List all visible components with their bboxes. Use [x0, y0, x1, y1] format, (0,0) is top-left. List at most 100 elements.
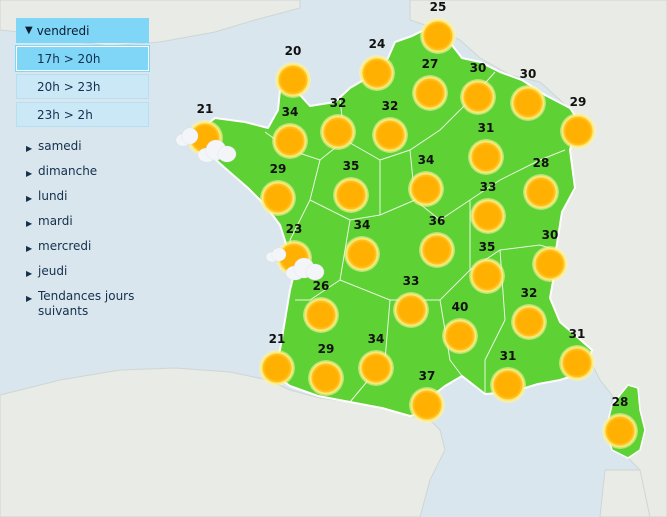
sun-icon — [272, 123, 308, 159]
sun-icon — [511, 304, 547, 340]
temperature-label: 29 — [569, 95, 587, 109]
city-marker-dijon[interactable]: 33 — [466, 180, 510, 240]
temperature-label: 28 — [611, 395, 629, 409]
triangle-right-icon: ▶ — [26, 244, 33, 253]
city-marker-perpignan[interactable]: 37 — [405, 369, 449, 429]
sun-icon — [559, 345, 595, 381]
temperature-label: 33 — [402, 274, 420, 288]
sun-icon — [308, 360, 344, 396]
temperature-label: 31 — [568, 327, 586, 341]
temperature-label: 32 — [381, 99, 399, 113]
day-link-dimanche[interactable]: ▶ dimanche — [16, 164, 149, 181]
sun-icon — [260, 180, 296, 216]
temperature-label: 28 — [532, 156, 550, 170]
time-slot-2[interactable]: 20h > 23h — [16, 74, 149, 99]
time-slot-label: 20h > 23h — [37, 79, 101, 94]
city-marker-rennes[interactable]: 34 — [268, 105, 312, 165]
cloud-icon — [198, 138, 238, 164]
triangle-right-icon: ▶ — [26, 144, 33, 153]
sun-icon — [523, 174, 559, 210]
sun-icon — [303, 297, 339, 333]
city-marker-orleans[interactable]: 34 — [404, 153, 448, 213]
city-marker-bordeaux[interactable]: 26 — [299, 279, 343, 339]
city-marker-troyes[interactable]: 31 — [464, 121, 508, 181]
sun-icon — [468, 139, 504, 175]
temperature-label: 25 — [429, 0, 447, 14]
temperature-label: 30 — [469, 61, 487, 75]
time-slot-label: 23h > 2h — [37, 107, 93, 122]
city-marker-nice[interactable]: 31 — [555, 327, 599, 387]
city-marker-cherbourg[interactable]: 20 — [271, 44, 315, 104]
temperature-label: 34 — [417, 153, 435, 167]
day-link-mercredi[interactable]: ▶ mercredi — [16, 239, 149, 256]
day-link-lundi[interactable]: ▶ lundi — [16, 189, 149, 206]
sun-icon — [532, 246, 568, 282]
day-link-samedi[interactable]: ▶ samedi — [16, 139, 149, 156]
sun-icon — [372, 117, 408, 153]
city-marker-reims[interactable]: 30 — [456, 61, 500, 121]
sun-icon — [602, 413, 638, 449]
city-marker-lyon[interactable]: 35 — [465, 240, 509, 300]
city-marker-ajaccio[interactable]: 28 — [598, 395, 642, 455]
day-link-label: samedi — [38, 139, 82, 153]
city-marker-limoges[interactable]: 34 — [340, 218, 384, 278]
city-marker-lille[interactable]: 25 — [416, 0, 460, 60]
city-marker-caen[interactable]: 32 — [316, 96, 360, 156]
cloud-icon — [266, 248, 288, 262]
day-link-label: lundi — [38, 189, 68, 203]
temperature-label: 40 — [451, 300, 469, 314]
city-marker-paris[interactable]: 32 — [368, 99, 412, 159]
city-marker-clermont[interactable]: 36 — [415, 214, 459, 274]
time-slot-1[interactable]: 17h > 20h — [15, 45, 150, 72]
day-link-label: mercredi — [38, 239, 92, 253]
city-marker-amiens[interactable]: 27 — [408, 57, 452, 117]
sun-icon — [469, 258, 505, 294]
day-link-tendances[interactable]: ▶ Tendances jours suivants — [16, 289, 149, 319]
triangle-right-icon: ▶ — [26, 169, 33, 178]
city-marker-mulhouse[interactable]: 28 — [519, 156, 563, 216]
temperature-label: 29 — [317, 342, 335, 356]
day-link-mardi[interactable]: ▶ mardi — [16, 214, 149, 231]
city-marker-pau[interactable]: 29 — [304, 342, 348, 402]
city-marker-grenoble[interactable]: 32 — [507, 286, 551, 346]
city-marker-annecy[interactable]: 30 — [528, 228, 572, 288]
city-marker-tours[interactable]: 35 — [329, 159, 373, 219]
triangle-right-icon: ▶ — [26, 194, 33, 203]
forecast-menu: ▼ vendredi 17h > 20h 20h > 23h 23h > 2h … — [15, 18, 150, 319]
sun-icon — [420, 18, 456, 54]
triangle-right-icon: ▶ — [26, 294, 33, 303]
city-marker-metz[interactable]: 30 — [506, 67, 550, 127]
temperature-label: 35 — [342, 159, 360, 173]
city-marker-toulouse[interactable]: 34 — [354, 332, 398, 392]
temperature-label: 30 — [541, 228, 559, 242]
city-marker-marseille[interactable]: 31 — [486, 349, 530, 409]
sun-icon — [333, 177, 369, 213]
temperature-label: 32 — [329, 96, 347, 110]
temperature-label: 23 — [285, 222, 303, 236]
sun-icon — [460, 79, 496, 115]
city-marker-nantes[interactable]: 29 — [256, 162, 300, 222]
day-header-vendredi[interactable]: ▼ vendredi — [16, 18, 149, 43]
sun-icon — [358, 350, 394, 386]
temperature-label: 34 — [367, 332, 385, 346]
city-marker-brive[interactable]: 33 — [389, 274, 433, 334]
sun-icon — [490, 367, 526, 403]
temperature-label: 34 — [353, 218, 371, 232]
temperature-label: 37 — [418, 369, 436, 383]
sun-icon — [442, 318, 478, 354]
triangle-right-icon: ▶ — [26, 219, 33, 228]
sun-icon — [320, 114, 356, 150]
city-marker-rouen[interactable]: 24 — [355, 37, 399, 97]
sun-icon — [409, 387, 445, 423]
day-link-jeudi[interactable]: ▶ jeudi — [16, 264, 149, 281]
sun-icon — [560, 113, 596, 149]
time-slot-label: 17h > 20h — [37, 51, 101, 66]
time-slot-3[interactable]: 23h > 2h — [16, 102, 149, 127]
city-marker-strasbourg[interactable]: 29 — [556, 95, 600, 155]
temperature-label: 32 — [520, 286, 538, 300]
city-marker-nimes[interactable]: 40 — [438, 300, 482, 360]
temperature-label: 30 — [519, 67, 537, 81]
city-marker-biarritz[interactable]: 21 — [255, 332, 299, 392]
sun-icon — [510, 85, 546, 121]
sun-icon — [344, 236, 380, 272]
